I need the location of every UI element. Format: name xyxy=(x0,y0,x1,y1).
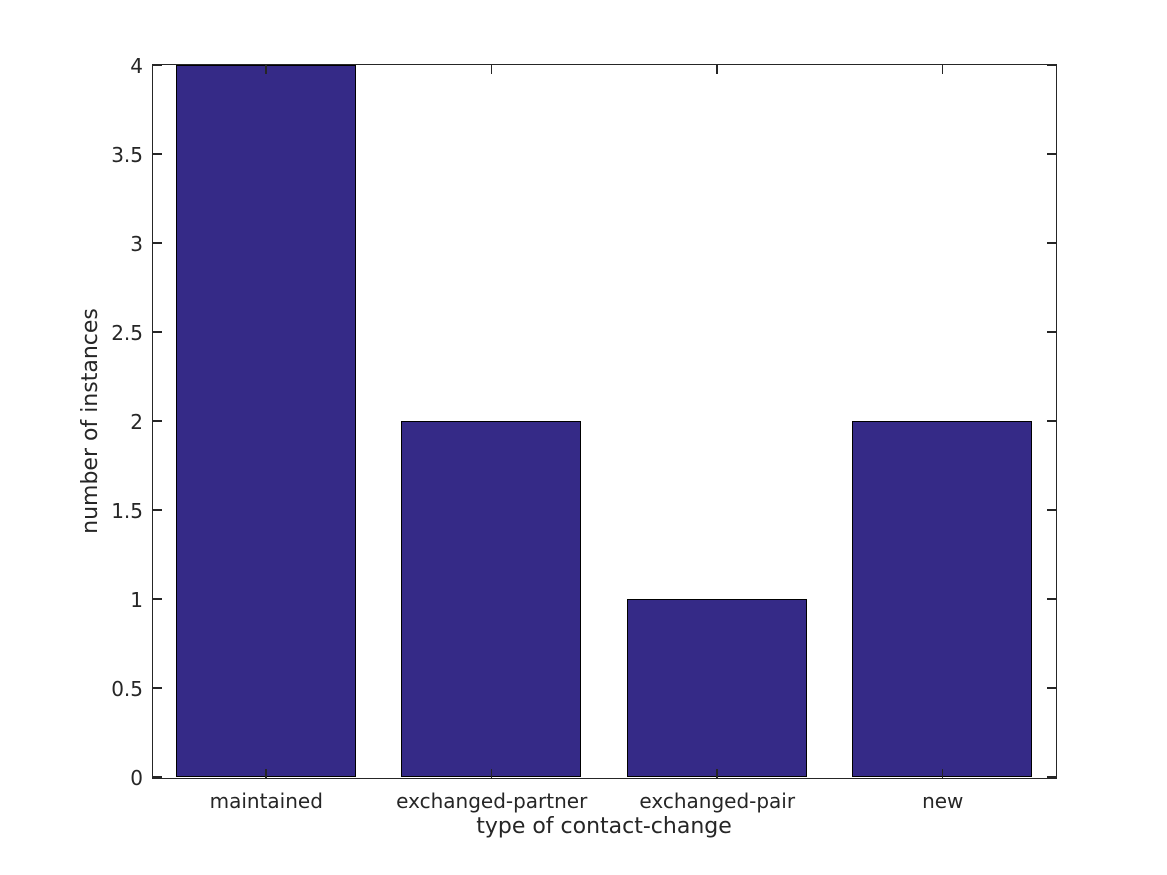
y-tick-right-4 xyxy=(1047,64,1056,66)
bar-new xyxy=(852,421,1033,777)
x-tick-top-exchanged-pair xyxy=(716,65,718,74)
y-tick-left-2 xyxy=(153,420,162,422)
bar-maintained xyxy=(175,65,356,777)
x-tick-bottom-exchanged-partner xyxy=(490,769,492,778)
bar-exchanged-pair xyxy=(626,599,807,777)
y-tick-left-2.5 xyxy=(153,331,162,333)
y-tick-label-1.5: 1.5 xyxy=(111,498,143,523)
y-tick-right-1.5 xyxy=(1047,509,1056,511)
bar-exchanged-partner xyxy=(401,421,582,777)
y-tick-label-4: 4 xyxy=(130,53,143,78)
x-tick-bottom-new xyxy=(941,769,943,778)
y-tick-right-3 xyxy=(1047,242,1056,244)
y-tick-right-1 xyxy=(1047,598,1056,600)
plot-area xyxy=(152,64,1057,779)
y-tick-label-3: 3 xyxy=(130,231,143,256)
y-tick-left-3.5 xyxy=(153,153,162,155)
y-tick-label-3.5: 3.5 xyxy=(111,142,143,167)
y-tick-right-0.5 xyxy=(1047,687,1056,689)
y-tick-left-1 xyxy=(153,598,162,600)
x-tick-label-exchanged-pair: exchanged-pair xyxy=(639,789,796,813)
y-tick-right-2.5 xyxy=(1047,331,1056,333)
x-tick-top-new xyxy=(941,65,943,74)
y-tick-label-1: 1 xyxy=(130,587,143,612)
y-tick-left-4 xyxy=(153,64,162,66)
y-tick-right-0 xyxy=(1047,776,1056,778)
x-tick-bottom-maintained xyxy=(265,769,267,778)
x-tick-label-maintained: maintained xyxy=(209,789,323,813)
y-tick-right-3.5 xyxy=(1047,153,1056,155)
x-tick-top-exchanged-partner xyxy=(490,65,492,74)
y-tick-label-2: 2 xyxy=(130,409,143,434)
x-tick-top-maintained xyxy=(265,65,267,74)
x-tick-label-new: new xyxy=(922,789,964,813)
x-axis-title: type of contact-change xyxy=(476,814,732,839)
y-tick-left-0 xyxy=(153,776,162,778)
y-tick-label-2.5: 2.5 xyxy=(111,320,143,345)
x-tick-label-exchanged-partner: exchanged-partner xyxy=(396,789,588,813)
y-axis-title: number of instances xyxy=(78,308,103,534)
y-tick-right-2 xyxy=(1047,420,1056,422)
y-tick-label-0: 0 xyxy=(130,765,143,790)
y-tick-left-3 xyxy=(153,242,162,244)
y-tick-left-0.5 xyxy=(153,687,162,689)
y-tick-label-0.5: 0.5 xyxy=(111,676,143,701)
y-tick-left-1.5 xyxy=(153,509,162,511)
x-tick-bottom-exchanged-pair xyxy=(716,769,718,778)
